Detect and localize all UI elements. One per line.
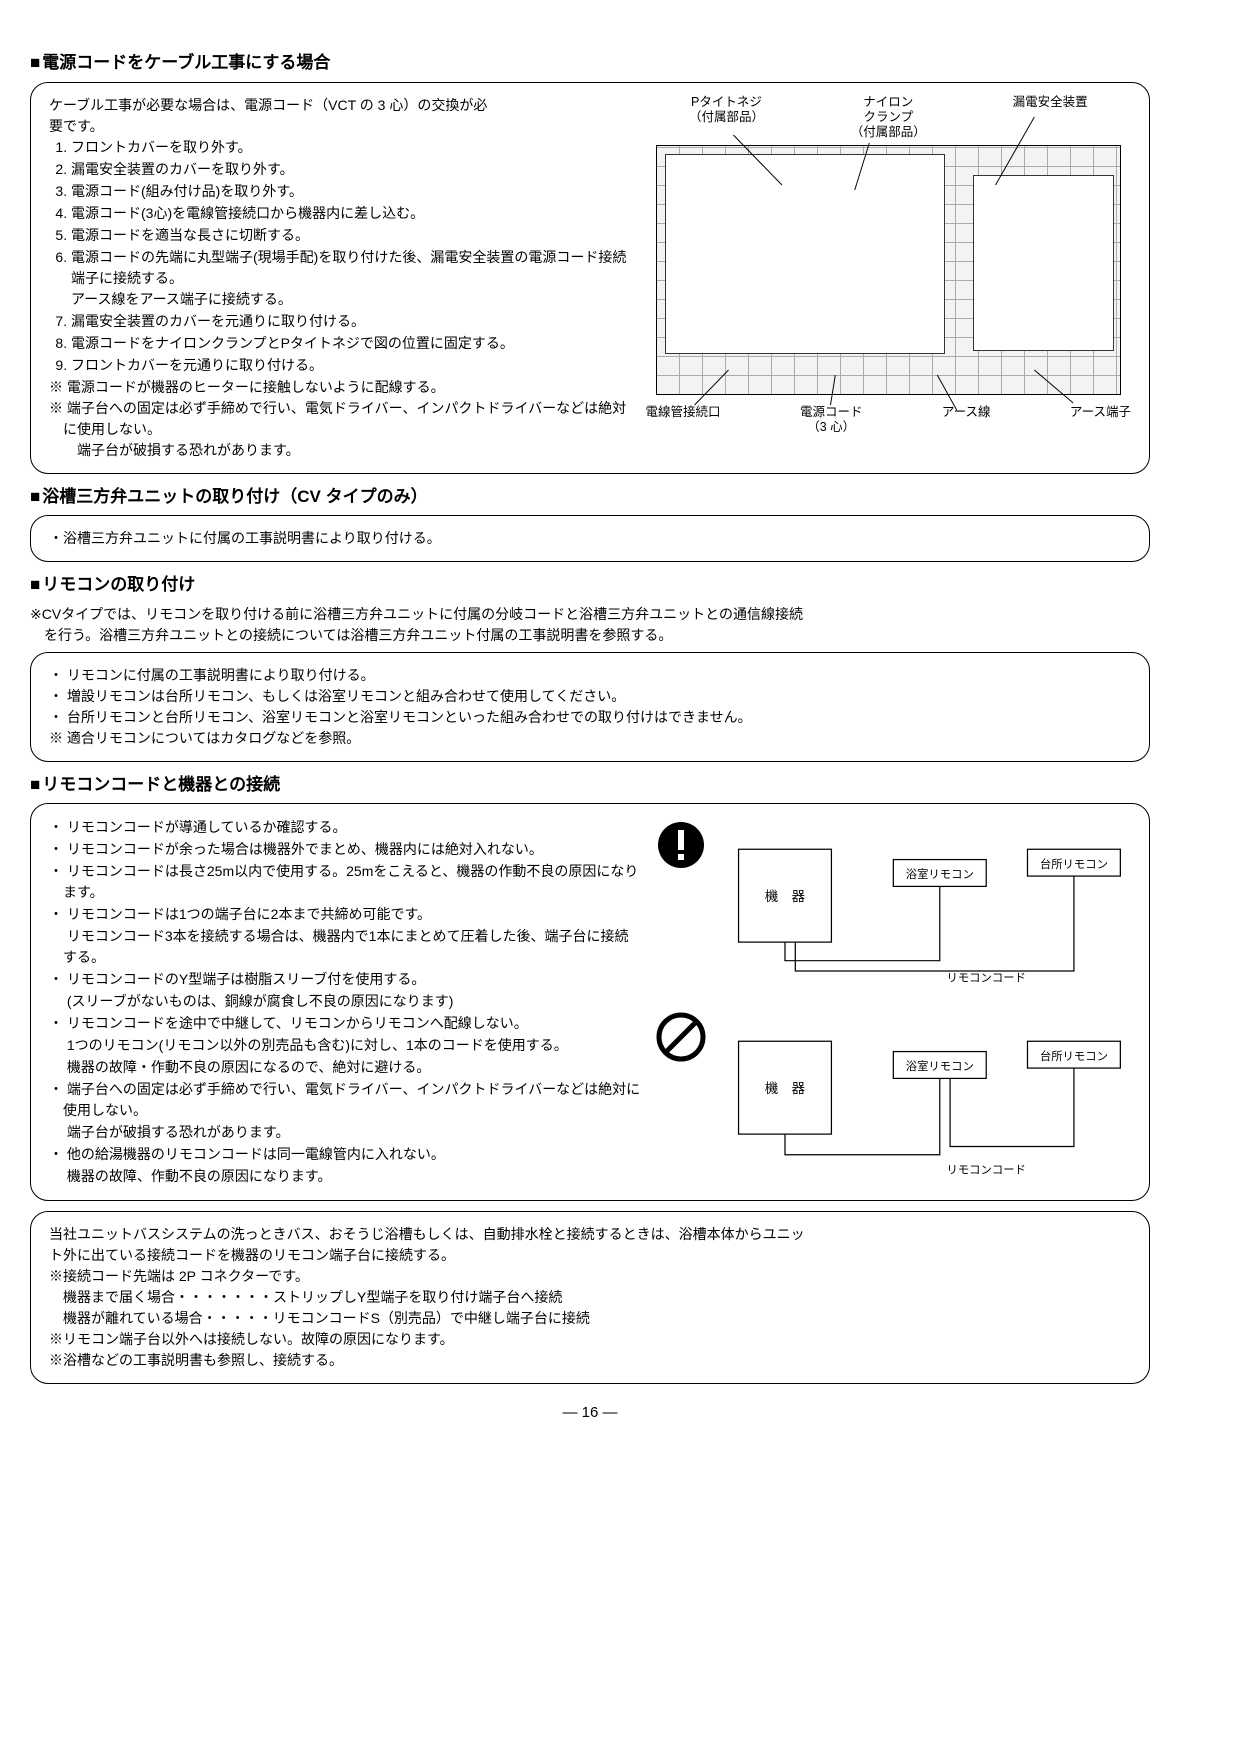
s3-outside1: ※CVタイプでは、リモコンを取り付ける前に浴槽三方弁ユニットに付属の分岐コードと…: [30, 604, 1150, 625]
s1-note2: ※ 端子台への固定は必ず手締めで行い、電気ドライバー、インパクトドライバーなどは…: [63, 398, 632, 440]
s4-line: 機器の故障・作動不良の原因になるので、絶対に避ける。: [63, 1057, 642, 1078]
s4-line: ・ リモコンコードが余った場合は機器外でまとめ、機器内には絶対入れない。: [63, 839, 642, 860]
heading-remote-cord: リモコンコードと機器との接続: [30, 772, 1150, 798]
power-cord-diagram: Pタイトネジ（付属部品） ナイロンクランプ（付属部品） 漏電安全装置: [646, 95, 1131, 435]
svg-text:台所リモコン: 台所リモコン: [1040, 1049, 1108, 1063]
wiring-wrong: 機 器 浴室リモコン 台所リモコン リモコンコード: [656, 1008, 1131, 1188]
heading-remote: リモコンの取り付け: [30, 572, 1150, 598]
s4-line: 機器の故障、作動不良の原因になります。: [63, 1166, 642, 1187]
s1-step: 電源コードの先端に丸型端子(現場手配)を取り付けた後、漏電安全装置の電源コード接…: [71, 247, 632, 310]
s3-b4: ※ 適合リモコンについてはカタログなどを参照。: [49, 728, 1131, 749]
s1-steps: フロントカバーを取り外す。 漏電安全装置のカバーを取り外す。 電源コード(組み付…: [59, 137, 632, 376]
s5-l6: ※リモコン端子台以外へは接続しない。故障の原因になります。: [49, 1329, 1131, 1350]
s3-b3: ・ 台所リモコンと台所リモコン、浴室リモコンと浴室リモコンといった組み合わせでの…: [49, 707, 1131, 728]
s5-l3: ※接続コード先端は 2P コネクターです。: [49, 1266, 1131, 1287]
wiring-correct-svg: 機 器 浴室リモコン 台所リモコン リモコンコード: [656, 816, 1131, 996]
s4-line: ・ リモコンコードは長さ25m以内で使用する。25mをこえると、機器の作動不良の…: [63, 861, 642, 903]
box-remote: ・ リモコンに付属の工事説明書により取り付ける。 ・ 増設リモコンは台所リモコン…: [30, 652, 1150, 762]
s3-b2: ・ 増設リモコンは台所リモコン、もしくは浴室リモコンと組み合わせて使用してくださ…: [49, 686, 1131, 707]
s4-line: ・ リモコンコードが導通しているか確認する。: [63, 817, 642, 838]
s4-line: 端子台が破損する恐れがあります。: [63, 1122, 642, 1143]
s4-line: ・ 他の給湯機器のリモコンコードは同一電線管内に入れない。: [63, 1144, 642, 1165]
wiring-correct: 機 器 浴室リモコン 台所リモコン リモコンコード: [656, 816, 1131, 996]
s1-step: 電源コード(3心)を電線管接続口から機器内に差し込む。: [71, 203, 632, 224]
wiring-wrong-svg: 機 器 浴室リモコン 台所リモコン リモコンコード: [656, 1008, 1131, 1188]
svg-text:機 器: 機 器: [765, 889, 806, 904]
s5-l1: 当社ユニットバスシステムの洗っときバス、おそうじ浴槽もしくは、自動排水栓と接続す…: [49, 1224, 1131, 1245]
s1-step: 電源コードをナイロンクランプとPタイトネジで図の位置に固定する。: [71, 333, 632, 354]
s5-l2: ト外に出ている接続コードを機器のリモコン端子台に接続する。: [49, 1245, 1131, 1266]
s1-step: 電源コード(組み付け品)を取り外す。: [71, 181, 632, 202]
s1-step: 漏電安全装置のカバーを取り外す。: [71, 159, 632, 180]
s1-step: フロントカバーを取り外す。: [71, 137, 632, 158]
s3-b1: ・ リモコンに付属の工事説明書により取り付ける。: [49, 665, 1131, 686]
exclamation-icon: [656, 820, 706, 870]
s1-note1: ※ 電源コードが機器のヒーターに接触しないように配線する。: [63, 377, 632, 398]
s1-step: 漏電安全装置のカバーを元通りに取り付ける。: [71, 311, 632, 332]
svg-text:浴室リモコン: 浴室リモコン: [906, 1059, 974, 1073]
svg-text:浴室リモコン: 浴室リモコン: [906, 867, 974, 881]
s4-line: リモコンコード3本を接続する場合は、機器内で1本にまとめて圧着した後、端子台に接…: [63, 926, 642, 968]
s5-l7: ※浴槽などの工事説明書も参照し、接続する。: [49, 1350, 1131, 1371]
s1-intro2: 要です。: [49, 116, 632, 137]
s2-line: ・浴槽三方弁ユニットに付属の工事説明書により取り付ける。: [49, 528, 1131, 549]
s5-l4: 機器まで届く場合・・・・・・・ストリップしY型端子を取り付け端子台へ接続: [49, 1287, 1131, 1308]
s5-l5: 機器が離れている場合・・・・・リモコンコードS（別売品）で中継し端子台に接続: [49, 1308, 1131, 1329]
svg-text:リモコンコード: リモコンコード: [947, 1164, 1026, 1176]
s1-note2b: 端子台が破損する恐れがあります。: [77, 440, 632, 461]
s4-line: 1つのリモコン(リモコン以外の別売品も含む)に対し、1本のコードを使用する。: [63, 1035, 642, 1056]
svg-text:機 器: 機 器: [765, 1081, 806, 1096]
s1-step: 電源コードを適当な長さに切断する。: [71, 225, 632, 246]
heading-power-cord: 電源コードをケーブル工事にする場合: [30, 50, 1150, 76]
svg-text:台所リモコン: 台所リモコン: [1040, 857, 1108, 871]
page-number: — 16 —: [30, 1402, 1150, 1425]
s4-line: (スリーブがないものは、銅線が腐食し不良の原因になります): [63, 991, 642, 1012]
box-remote-cord: ・ リモコンコードが導通しているか確認する。 ・ リモコンコードが余った場合は機…: [30, 803, 1150, 1201]
svg-text:リモコンコード: リモコンコード: [947, 972, 1026, 984]
box-unit-bath: 当社ユニットバスシステムの洗っときバス、おそうじ浴槽もしくは、自動排水栓と接続す…: [30, 1211, 1150, 1384]
s4-line: ・ リモコンコードのY型端子は樹脂スリーブ付を使用する。: [63, 969, 642, 990]
box-power-cord: ケーブル工事が必要な場合は、電源コード（VCT の 3 心）の交換が必 要です。…: [30, 82, 1150, 474]
s1-step: フロントカバーを元通りに取り付ける。: [71, 355, 632, 376]
s1-intro1: ケーブル工事が必要な場合は、電源コード（VCT の 3 心）の交換が必: [49, 95, 632, 116]
box-valve-unit: ・浴槽三方弁ユニットに付属の工事説明書により取り付ける。: [30, 515, 1150, 562]
s3-outside2: を行う。浴槽三方弁ユニットとの接続については浴槽三方弁ユニット付属の工事説明書を…: [30, 625, 1150, 646]
s4-line: ・ 端子台への固定は必ず手締めで行い、電気ドライバー、インパクトドライバーなどは…: [63, 1079, 642, 1121]
prohibition-icon: [656, 1012, 706, 1062]
s4-line: ・ リモコンコードは1つの端子台に2本まで共締め可能です。: [63, 904, 642, 925]
heading-valve-unit: 浴槽三方弁ユニットの取り付け（CV タイプのみ）: [30, 484, 1150, 510]
s4-line: ・ リモコンコードを途中で中継して、リモコンからリモコンへ配線しない。: [63, 1013, 642, 1034]
